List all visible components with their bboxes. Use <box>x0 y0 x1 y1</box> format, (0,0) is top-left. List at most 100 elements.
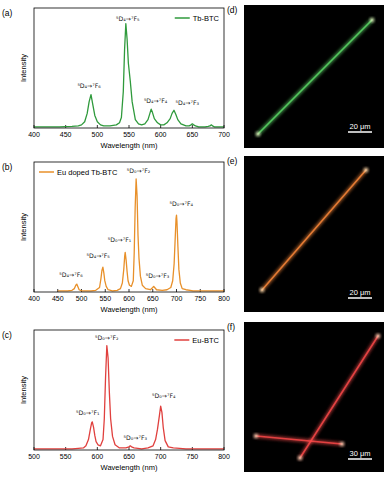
rod-glow <box>256 436 342 444</box>
rod-tip <box>298 456 302 460</box>
rod-tip <box>260 288 264 292</box>
x-tick-label: 800 <box>218 295 230 302</box>
plot-area <box>34 24 224 127</box>
peak-annotation: ⁵D₄→⁷F₄ <box>144 97 168 104</box>
rod-tip <box>256 132 260 136</box>
panel-label: (e) <box>227 156 238 166</box>
x-tick-label: 450 <box>52 295 64 302</box>
rod-tip <box>340 442 344 446</box>
legend: Tb-BTC <box>175 14 220 23</box>
rod-tip <box>254 434 258 438</box>
rod <box>256 436 342 444</box>
x-axis-label: Wavelength (nm) <box>101 141 158 150</box>
legend-swatch <box>174 339 189 341</box>
legend-label: Eu doped Tb-BTC <box>57 168 118 177</box>
x-tick <box>129 289 130 292</box>
x-tick <box>160 447 161 450</box>
x-tick-label: 400 <box>28 131 40 138</box>
x-tick <box>192 125 193 128</box>
image-background <box>244 5 384 148</box>
peak-annotation: ⁵D₀→⁷F₂ <box>95 334 119 341</box>
frame <box>34 8 224 128</box>
rod-tip <box>370 18 374 22</box>
panel: 400450500550600650700⁵D₄→⁷F₆⁵D₄→⁷F₅⁵D₄→⁷… <box>2 8 230 150</box>
legend-label: Tb-BTC <box>193 14 220 23</box>
x-tick-label: 800 <box>218 453 230 460</box>
x-axis-label: Wavelength (nm) <box>101 305 158 314</box>
micrograph: 20 μm (d) <box>227 5 384 148</box>
figure: 400 450 500 550 600 650 700 ⁵D₄→⁷F₆ ⁵D₄→⁷F₅ ⁵D₄→⁷… <box>0 0 387 477</box>
peak-annotation: ⁵D₄→⁷F₃ <box>176 99 200 106</box>
rod-glow <box>262 170 366 290</box>
rod <box>258 20 372 134</box>
peak-annotation: ⁵D₀→⁷F₁ <box>76 409 100 416</box>
y-axis-label: Intensity <box>19 54 28 82</box>
x-tick <box>105 289 106 292</box>
x-tick <box>152 289 153 292</box>
panel-label: (b) <box>2 162 13 172</box>
x-tick-label: 600 <box>123 295 135 302</box>
x-axis-label: Wavelength (nm) <box>101 463 158 472</box>
peak-annotation: ⁵D₀→⁷F₄ <box>170 200 194 207</box>
peak-annotation: ⁵D₀→⁷F₄ <box>152 392 176 399</box>
legend-swatch <box>39 171 54 173</box>
scale-bar-label: 30 μm <box>350 449 371 458</box>
legend: Eu-BTC <box>174 336 219 345</box>
x-tick-label: 700 <box>171 295 183 302</box>
panel-label: (d) <box>227 5 238 15</box>
y-axis-label: Intensity <box>19 376 28 404</box>
scale-bar <box>348 297 372 299</box>
scale-bar-label: 20 μm <box>350 288 371 297</box>
panel-label: (f) <box>227 322 235 332</box>
x-tick-label: 450 <box>60 131 72 138</box>
panel: 500 550 600 650 700 750 800 ⁵D₀→⁷F₁ ⁵D₀→⁷F₂ ⁵D₀→⁷… <box>2 330 230 472</box>
peak-annotation: ⁵D₀→⁷F₃ <box>146 272 170 279</box>
image-background <box>244 322 384 472</box>
rod-tip <box>376 334 380 338</box>
x-tick-label: 650 <box>123 453 135 460</box>
x-tick-label: 650 <box>186 131 198 138</box>
legend-label: Eu-BTC <box>192 336 219 345</box>
y-axis-label: Intensity <box>19 213 28 241</box>
peak-annotation: ⁵D₄→⁷F₅ <box>86 252 110 259</box>
panel: 400450500550600650700750800⁵D₄→⁷F₆⁵D₄→⁷F… <box>2 162 230 314</box>
peak-annotation: ⁵D₀→⁷F₂ <box>127 167 151 174</box>
image-background <box>244 156 384 312</box>
x-tick <box>97 447 98 450</box>
rod-glow <box>300 336 378 458</box>
x-tick <box>176 289 177 292</box>
rod <box>262 170 366 290</box>
scale-bar <box>348 458 372 460</box>
peak-annotation: ⁵D₄→⁷F₅ <box>116 15 140 22</box>
frame <box>34 330 224 450</box>
x-tick-label: 500 <box>91 131 103 138</box>
peak-annotation: ⁵D₀→⁷F₁ <box>108 236 132 243</box>
x-tick-label: 600 <box>91 453 103 460</box>
x-tick <box>97 125 98 128</box>
x-tick-label: 400 <box>28 295 40 302</box>
micrograph: 30 μm (f) <box>227 322 384 472</box>
panel-label: (c) <box>2 330 12 340</box>
rod-tip <box>364 168 368 172</box>
panel-label: (a) <box>2 8 13 18</box>
x-tick-label: 550 <box>99 295 111 302</box>
x-tick-label: 500 <box>28 453 40 460</box>
peak-annotation: ⁵D₀→⁷F₃ <box>124 434 148 441</box>
x-tick-label: 650 <box>147 295 159 302</box>
x-tick-label: 600 <box>155 131 167 138</box>
spectrum-line <box>34 346 224 449</box>
legend: Eu doped Tb-BTC <box>39 168 118 177</box>
x-tick-label: 750 <box>186 453 198 460</box>
rod-glow <box>258 20 372 134</box>
x-tick-label: 700 <box>155 453 167 460</box>
peak-annotation: ⁵D₄→⁷F₆ <box>59 271 83 278</box>
x-tick-label: 550 <box>60 453 72 460</box>
legend-swatch <box>175 17 190 19</box>
x-tick-label: 750 <box>194 295 206 302</box>
scale-bar-label: 20 μm <box>350 122 371 131</box>
rod <box>300 336 378 458</box>
x-tick-label: 700 <box>218 131 230 138</box>
peak-annotation: ⁵D₄→⁷F₆ <box>77 82 101 89</box>
x-tick <box>129 125 130 128</box>
plot-area <box>34 346 224 449</box>
